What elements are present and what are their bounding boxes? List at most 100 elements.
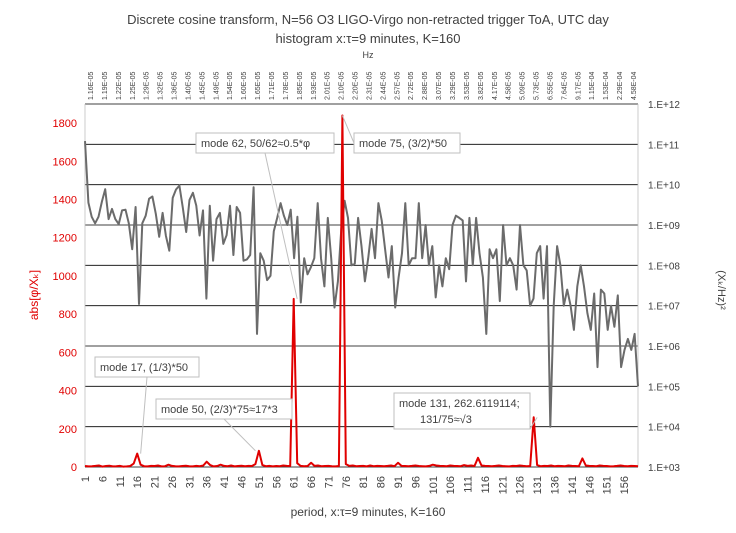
annotation-leader: [223, 418, 256, 452]
top-axis-label: Hz: [363, 50, 374, 60]
x-tick-label: 106: [445, 476, 457, 494]
right-tick-label: 1.E+03: [648, 463, 680, 474]
annotation-box: [155, 398, 293, 420]
annotation-text: mode 75, (3/2)*50: [359, 138, 447, 150]
top-tick-label: 2.72E-05: [408, 71, 415, 100]
top-tick-label: 2.44E-05: [380, 71, 387, 100]
annotation-text: mode 131, 262.6119114;: [399, 398, 520, 410]
left-tick-label: 1600: [53, 156, 77, 168]
top-tick-label: 1.22E-05: [116, 71, 123, 100]
annotation-box: [393, 392, 531, 430]
gray-series-line: [84, 141, 639, 428]
x-tick-label: 121: [497, 476, 509, 494]
top-tick-label: 2.10E-05: [339, 71, 346, 100]
annotation-box: [195, 132, 335, 154]
left-tick-label: 600: [59, 347, 77, 359]
top-tick-label: 7.64E-05: [561, 71, 568, 100]
top-tick-label: 1.25E-05: [130, 71, 137, 100]
top-tick-label: 3.82E-05: [478, 71, 485, 100]
right-axis-ticks: 1.E+03 1.E+04 1.E+05 1.E+06 1.E+07 1.E+08 1.E+…: [648, 100, 680, 474]
x-tick-label: 6: [97, 476, 109, 482]
annotations: mode 62, 50/62≈0.5*φ mode 75, (3/2)*50 mod…: [94, 115, 538, 454]
x-tick-label: 41: [219, 476, 231, 488]
annotation-text: mode 62, 50/62≈0.5*φ: [201, 138, 310, 150]
x-tick-label: 111: [463, 476, 475, 493]
top-tick-label: 2.57E-05: [394, 71, 401, 100]
left-tick-label: 1400: [53, 195, 77, 207]
annotation-leader: [140, 376, 148, 454]
x-tick-label: 36: [202, 476, 214, 488]
top-tick-label: 3.53E-05: [464, 71, 471, 100]
top-tick-label: 3.07E-05: [436, 71, 443, 100]
x-tick-label: 91: [393, 476, 405, 488]
top-tick-label: 1.29E-05: [144, 71, 151, 100]
top-tick-label: 4.58E-04: [631, 71, 638, 100]
top-tick-label: 2.31E-05: [366, 71, 373, 100]
x-tick-label: 156: [619, 476, 631, 494]
x-tick-label: 126: [515, 476, 527, 494]
top-tick-label: 1.60E-05: [241, 71, 248, 100]
top-tick-label: 1.65E-05: [255, 71, 262, 100]
left-tick-label: 800: [59, 309, 77, 321]
x-tick-label: 66: [306, 476, 318, 488]
right-tick-label: 1.E+08: [648, 261, 680, 272]
top-tick-label: 1.16E-05: [88, 71, 95, 100]
top-tick-label: 2.20E-05: [353, 71, 360, 100]
left-tick-label: 1000: [53, 271, 77, 283]
top-tick-label: 1.32E-05: [158, 71, 165, 100]
top-tick-label: 2.01E-05: [325, 71, 332, 100]
x-tick-label: 61: [289, 476, 301, 488]
x-tick-label: 116: [480, 476, 492, 494]
x-axis-title: period, x:τ=9 minutes, K=160: [291, 505, 446, 519]
x-tick-label: 151: [602, 476, 614, 494]
top-tick-label: 6.55E-05: [547, 71, 554, 100]
bottom-axis-ticks: 1 6 11 16 21 26 31 36 41 46 51 56 61 66 71 76 81 86 91 96 10…: [80, 476, 631, 494]
left-axis-ticks: 0 200 400 600 800 1000 1200 1400 1600 1800: [53, 118, 77, 474]
top-tick-label: 1.19E-05: [102, 71, 109, 100]
top-tick-label: 1.40E-05: [185, 71, 192, 100]
top-axis-ticks: 1.16E-05 1.19E-05 1.22E-05 1.25E-05 1.29E-05…: [88, 71, 638, 100]
x-tick-label: 96: [410, 476, 422, 488]
x-tick-label: 56: [271, 476, 283, 488]
x-tick-label: 46: [237, 476, 249, 488]
top-tick-label: 1.71E-05: [269, 71, 276, 100]
x-tick-label: 1: [80, 476, 92, 482]
top-tick-label: 1.36E-05: [172, 71, 179, 100]
annotation-leader: [341, 115, 355, 144]
top-tick-label: 1.78E-05: [283, 71, 290, 100]
left-tick-label: 400: [59, 386, 77, 398]
top-tick-label: 5.73E-05: [534, 71, 541, 100]
chart-title: Discrete cosine transform, N=56 O3 LIGO-…: [127, 12, 609, 46]
top-tick-label: 1.53E-04: [603, 71, 610, 100]
right-tick-label: 1.E+07: [648, 302, 680, 313]
left-tick-label: 1200: [53, 233, 77, 245]
left-tick-label: 1800: [53, 118, 77, 130]
top-tick-label: 1.15E-04: [589, 71, 596, 100]
right-tick-label: 1.E+09: [648, 221, 680, 232]
annotation-text: mode 50, (2/3)*75≈17*3: [161, 404, 278, 416]
x-tick-label: 141: [567, 476, 579, 494]
x-tick-label: 71: [323, 476, 335, 488]
title-line-2: histogram x:τ=9 minutes, K=160: [275, 31, 460, 46]
annotation-box: [94, 356, 200, 378]
right-tick-label: 1.E+06: [648, 342, 680, 353]
title-line-1: Discrete cosine transform, N=56 O3 LIGO-…: [127, 12, 609, 27]
x-tick-label: 31: [184, 476, 196, 488]
x-tick-label: 101: [428, 476, 440, 494]
red-series-line: [84, 114, 639, 468]
top-tick-label: 9.17E-05: [575, 71, 582, 100]
top-tick-label: 1.85E-05: [297, 71, 304, 100]
x-tick-label: 11: [115, 476, 127, 487]
right-tick-label: 1.E+10: [648, 181, 680, 192]
x-tick-label: 21: [150, 476, 162, 488]
left-tick-label: 0: [71, 462, 77, 474]
left-axis-title: abs[φ/Xₖ]: [27, 270, 41, 320]
right-tick-label: 1.E+11: [648, 140, 680, 151]
top-tick-label: 1.49E-05: [213, 71, 220, 100]
top-tick-label: 1.45E-05: [199, 71, 206, 100]
top-tick-label: 5.09E-05: [520, 71, 527, 100]
annotation-leader: [264, 152, 298, 299]
annotation-text: mode 17, (1/3)*50: [100, 362, 188, 374]
top-tick-label: 1.54E-05: [227, 71, 234, 100]
x-tick-label: 81: [358, 476, 370, 488]
